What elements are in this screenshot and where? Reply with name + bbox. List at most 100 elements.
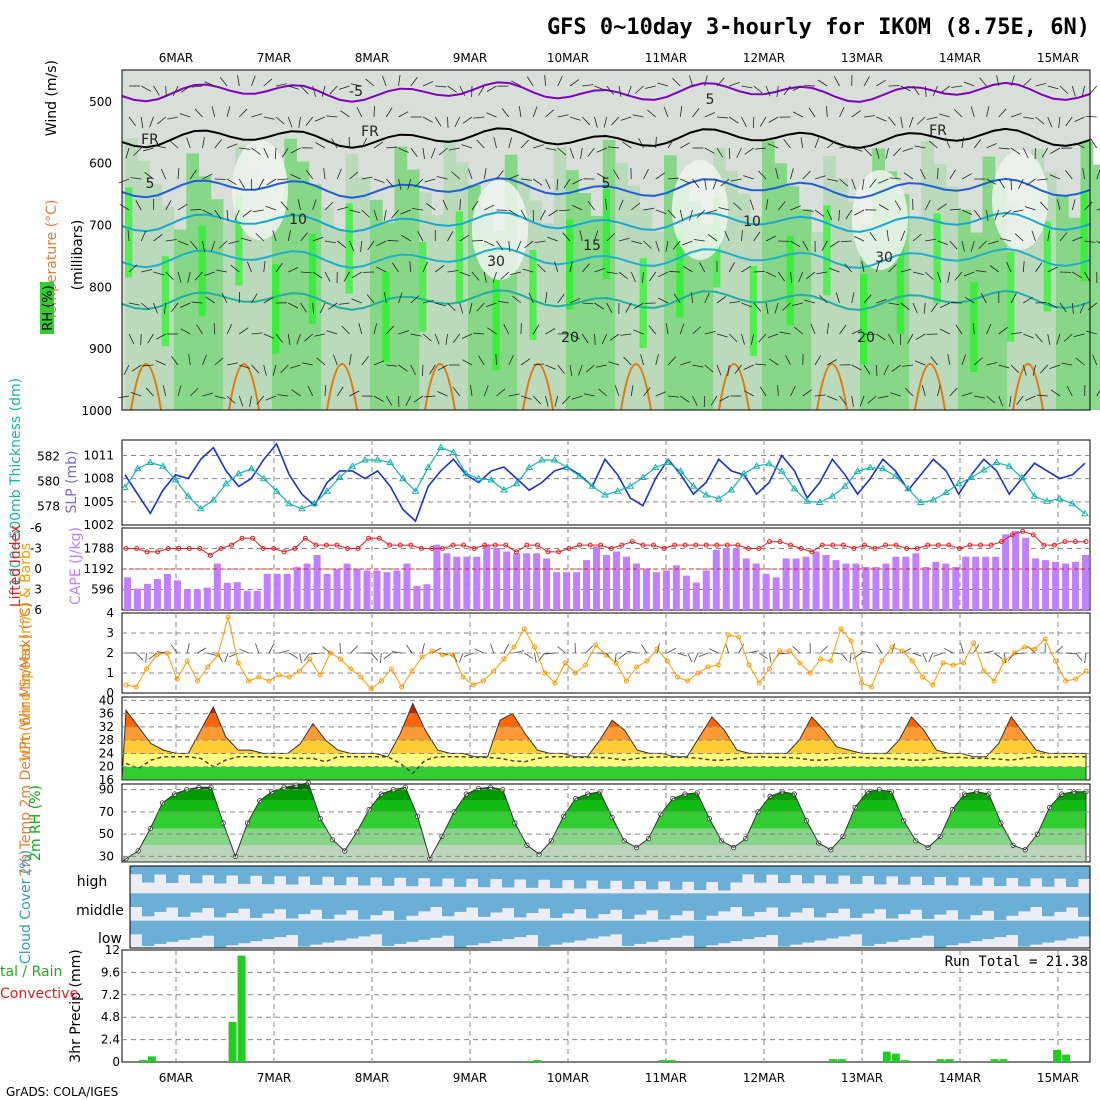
precip-bar [891,1053,900,1062]
li-tick-label: 3 [34,583,42,597]
cloud-cell [682,866,695,882]
wind-barb [900,230,906,242]
cloud-cell [190,893,203,913]
wind-barb [1016,395,1024,406]
thickness-point [171,476,180,483]
wind-barb [665,240,669,252]
cape-axis-label: CAPE (J/kg) [68,527,84,605]
isotherms [121,81,1091,311]
cape-bar [543,558,551,610]
cape-bar [473,556,481,610]
thickness-point [727,486,736,493]
wind-barb [851,110,861,118]
wind-barb [177,168,180,180]
upper-frame [121,69,1091,411]
precip-axis-label: 3hr Precip (mm) [68,949,84,1062]
wind-barb [249,395,252,407]
wind-barb [802,240,809,251]
wind-barb [169,140,179,149]
cape-bar [732,548,740,610]
wind-barb [545,328,556,335]
li-point [228,542,234,548]
wind-barb [422,261,428,273]
wind-barb [205,296,215,304]
cloud-cell [814,893,827,918]
cloud-cell [970,920,983,942]
wind-barb [720,178,730,187]
wind-barb [422,300,434,304]
wind-barb [606,302,613,313]
cloud-cell [994,893,1007,921]
temp-tick-label: 40 [99,693,114,707]
wind-barb [594,116,598,128]
wind-barb [242,209,252,218]
cloud-cell [706,893,719,916]
surface-wind-barb [391,651,402,654]
wind-barb [777,384,779,397]
cloud-cell [166,866,179,883]
cloud-cell [154,866,167,875]
wind-barb [251,364,260,374]
wind-barb [447,231,454,242]
isotherm-line [121,289,1091,311]
cloud-cell [382,893,395,911]
wind-barb [909,116,914,128]
wind-barb [625,302,632,313]
thickness-point [121,483,129,490]
surface-wind-barb [687,652,693,663]
wind-barb [522,268,534,273]
wind-barb [667,138,675,149]
cloud-cell [970,866,983,886]
wind-barb [716,116,728,119]
wind-barb [1025,395,1036,401]
thickness-point [664,458,673,465]
wind-barb [445,333,448,345]
wind-barb [401,234,411,242]
wind-barb [724,230,730,242]
wind-barb [743,175,754,180]
cape-bar [722,548,730,610]
wind-barb [802,209,814,212]
cape-bar [882,563,890,610]
cape-bar [353,568,361,610]
rh-band [122,800,1086,812]
wind-barb [679,106,683,118]
cloud-cell [178,866,191,875]
wind-speed-point [327,650,333,656]
cape-bar [802,556,810,610]
wind-barb [312,236,324,242]
cloud-cell [1066,920,1079,939]
run-total-label: Run Total = 21.38 [945,954,1088,970]
cape-bar [832,560,840,610]
wind-barb [704,178,707,190]
wind-barb [765,302,769,314]
wind-barb [949,169,956,180]
wind-barb [663,106,669,118]
wind-barb [998,327,1008,335]
wind-barb [373,209,378,221]
wind-barb [728,147,731,160]
cloud-cell [334,866,347,886]
wind-barb [288,302,299,309]
wind-barb [493,137,497,149]
wind-barb [569,147,575,159]
precip-ticks: 02.44.87.29.612 [101,943,120,1069]
cloud-cell [310,920,323,945]
wind-barb [352,271,362,279]
wind-barb [272,230,277,242]
cloud-cell [838,893,851,909]
wind-barb [851,328,862,335]
rh-column [321,207,334,410]
wind-barb [845,209,853,220]
wind-barb [582,302,594,305]
rh-high-band [455,211,464,302]
wind-barb [435,85,447,88]
top-date-labels: 6MAR 7MAR 8MAR 9MAR 10MAR 11MAR 12MAR 13MAR 14MA… [159,51,1079,65]
cloud-cell [490,893,503,913]
surface-wind-barb [145,652,147,664]
cape-bars [124,530,1089,610]
thickness-point [803,497,811,504]
wind-barb [961,354,966,366]
surface-wind-barb [370,652,379,661]
